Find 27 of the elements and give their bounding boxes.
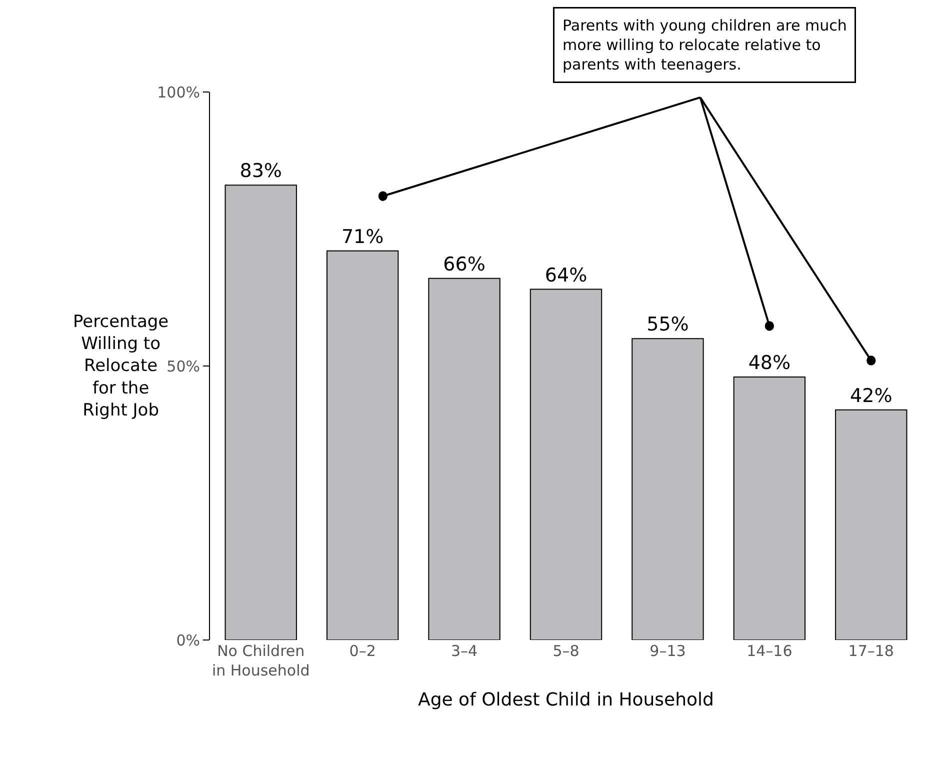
y-tick-label: 100%	[157, 83, 200, 102]
x-tick-label: 3–4	[450, 642, 478, 660]
bar	[224, 184, 297, 640]
bar	[835, 409, 908, 640]
data-label: 66%	[443, 253, 486, 276]
y-axis-title: Percentage Willing to Relocate for the Right Job	[73, 312, 169, 420]
data-label: 42%	[850, 384, 892, 407]
x-tick-label: 5–8	[552, 642, 580, 660]
y-tick-label: 50%	[166, 357, 200, 376]
data-label: 83%	[240, 160, 282, 182]
bar	[326, 250, 399, 640]
x-tick-label: No Children in Household	[212, 642, 310, 680]
data-label: 64%	[544, 264, 588, 286]
x-tick-label: 14–16	[746, 642, 792, 660]
text: Parents with young children are much more willing to relocate relative to parents with teenagers.	[562, 16, 847, 74]
x-tick-label: 0–2	[349, 642, 376, 660]
data-label: 55%	[646, 314, 689, 336]
data-label: 48%	[748, 352, 791, 374]
bar	[632, 338, 704, 640]
data-label: 71%	[341, 226, 384, 248]
bar	[530, 288, 602, 640]
x-axis-title: Age of Oldest Child in Household	[418, 690, 714, 711]
bar	[428, 278, 500, 640]
x-tick-label: 17–18	[848, 642, 894, 660]
bar	[733, 376, 806, 640]
y-tick-label: 0%	[176, 631, 200, 650]
x-tick-label: 9–13	[650, 642, 686, 660]
